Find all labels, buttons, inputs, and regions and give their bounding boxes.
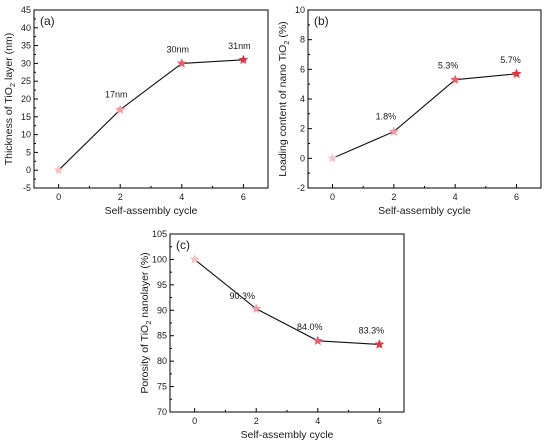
chart-panel-1: -5 0 5 10 15 20 25 30 35 40 45 0 2 4 6 Self-assembly cy… bbox=[3, 5, 269, 217]
y-tick-label: 100 bbox=[152, 254, 167, 264]
star-marker bbox=[189, 254, 200, 264]
data-label: 31nm bbox=[228, 41, 251, 51]
plot-frame bbox=[307, 9, 542, 189]
x-tick-label: 6 bbox=[514, 192, 519, 202]
y-axis-label: Porosity of TiO2 nanolayer (%) bbox=[139, 252, 153, 393]
chart-panel-3: 70 75 80 85 90 95 100 105 0 2 4 6 Self-assembly cycl… bbox=[139, 229, 405, 441]
y-tick-label: 75 bbox=[157, 382, 167, 392]
star-marker bbox=[312, 335, 323, 346]
y-tick-label: -5 bbox=[23, 183, 31, 193]
y-tick-label: 40 bbox=[21, 23, 31, 33]
x-tick-label: 4 bbox=[315, 416, 320, 426]
panel-label: (b) bbox=[314, 14, 329, 28]
data-label: 90.3% bbox=[229, 291, 255, 301]
x-axis-label: Self-assembly cycle bbox=[241, 429, 334, 441]
y-tick-label: 20 bbox=[21, 94, 31, 104]
y-tick-label: 45 bbox=[21, 5, 31, 15]
y-tick-label: 10 bbox=[295, 5, 305, 15]
y-tick-label: 0 bbox=[26, 165, 31, 175]
x-tick-label: 0 bbox=[330, 192, 335, 202]
x-tick-label: 2 bbox=[118, 192, 123, 202]
star-marker bbox=[327, 153, 338, 163]
x-tick-label: 4 bbox=[179, 192, 184, 202]
y-tick-label: 4 bbox=[300, 94, 305, 104]
y-tick-label: 0 bbox=[300, 153, 305, 163]
y-tick-label: 2 bbox=[300, 124, 305, 134]
star-marker bbox=[251, 303, 262, 313]
y-tick-label: 30 bbox=[21, 58, 31, 68]
x-tick-label: 2 bbox=[391, 192, 396, 202]
y-tick-label: 90 bbox=[157, 305, 167, 315]
chart-panel-2: -2 0 2 4 6 8 10 0 2 4 6 Self-assembly cycle Loading … bbox=[277, 5, 542, 217]
plot-frame bbox=[33, 9, 269, 189]
star-marker bbox=[115, 104, 126, 114]
y-tick-label: 80 bbox=[157, 356, 167, 366]
star-marker bbox=[238, 54, 249, 65]
star-marker bbox=[388, 126, 399, 136]
x-tick-label: 2 bbox=[254, 416, 259, 426]
series-line bbox=[58, 59, 244, 171]
x-tick-label: 6 bbox=[377, 416, 382, 426]
y-tick-label: 15 bbox=[21, 112, 31, 122]
series-line bbox=[332, 73, 517, 159]
data-label: 17nm bbox=[105, 90, 128, 100]
y-tick-label: 70 bbox=[157, 407, 167, 417]
x-tick-label: 6 bbox=[241, 192, 246, 202]
x-tick-label: 4 bbox=[453, 192, 458, 202]
y-tick-label: 95 bbox=[157, 280, 167, 290]
y-axis-label: Loading content of nano TiO2 (%) bbox=[277, 21, 291, 176]
y-tick-label: 5 bbox=[26, 147, 31, 157]
panel-label: (c) bbox=[176, 238, 190, 252]
y-tick-label: 35 bbox=[21, 41, 31, 51]
data-label: 84.0% bbox=[297, 322, 323, 332]
y-tick-label: 25 bbox=[21, 76, 31, 86]
y-tick-label: 8 bbox=[300, 35, 305, 45]
data-label: 5.3% bbox=[438, 61, 459, 71]
y-tick-label: 85 bbox=[157, 331, 167, 341]
y-tick-label: -2 bbox=[297, 183, 305, 193]
x-axis-label: Self-assembly cycle bbox=[378, 205, 471, 217]
data-label: 1.8% bbox=[376, 112, 397, 122]
star-marker bbox=[374, 339, 385, 349]
star-marker bbox=[176, 58, 187, 68]
star-marker bbox=[450, 74, 461, 84]
x-axis-label: Self-assembly cycle bbox=[105, 205, 198, 217]
y-tick-label: 105 bbox=[152, 229, 167, 239]
y-axis-label: Thickness of TiO2 layer (nm) bbox=[3, 33, 17, 166]
data-label: 30nm bbox=[167, 44, 190, 54]
x-tick-label: 0 bbox=[192, 416, 197, 426]
plot-frame bbox=[169, 233, 405, 413]
data-label: 83.3% bbox=[359, 325, 385, 335]
y-tick-label: 6 bbox=[300, 64, 305, 74]
y-tick-label: 10 bbox=[21, 130, 31, 140]
star-marker bbox=[53, 165, 64, 175]
x-tick-label: 0 bbox=[56, 192, 61, 202]
panel-label: (a) bbox=[40, 14, 55, 28]
data-label: 5.7% bbox=[500, 55, 521, 65]
star-marker bbox=[511, 68, 522, 78]
series-line bbox=[194, 258, 380, 345]
